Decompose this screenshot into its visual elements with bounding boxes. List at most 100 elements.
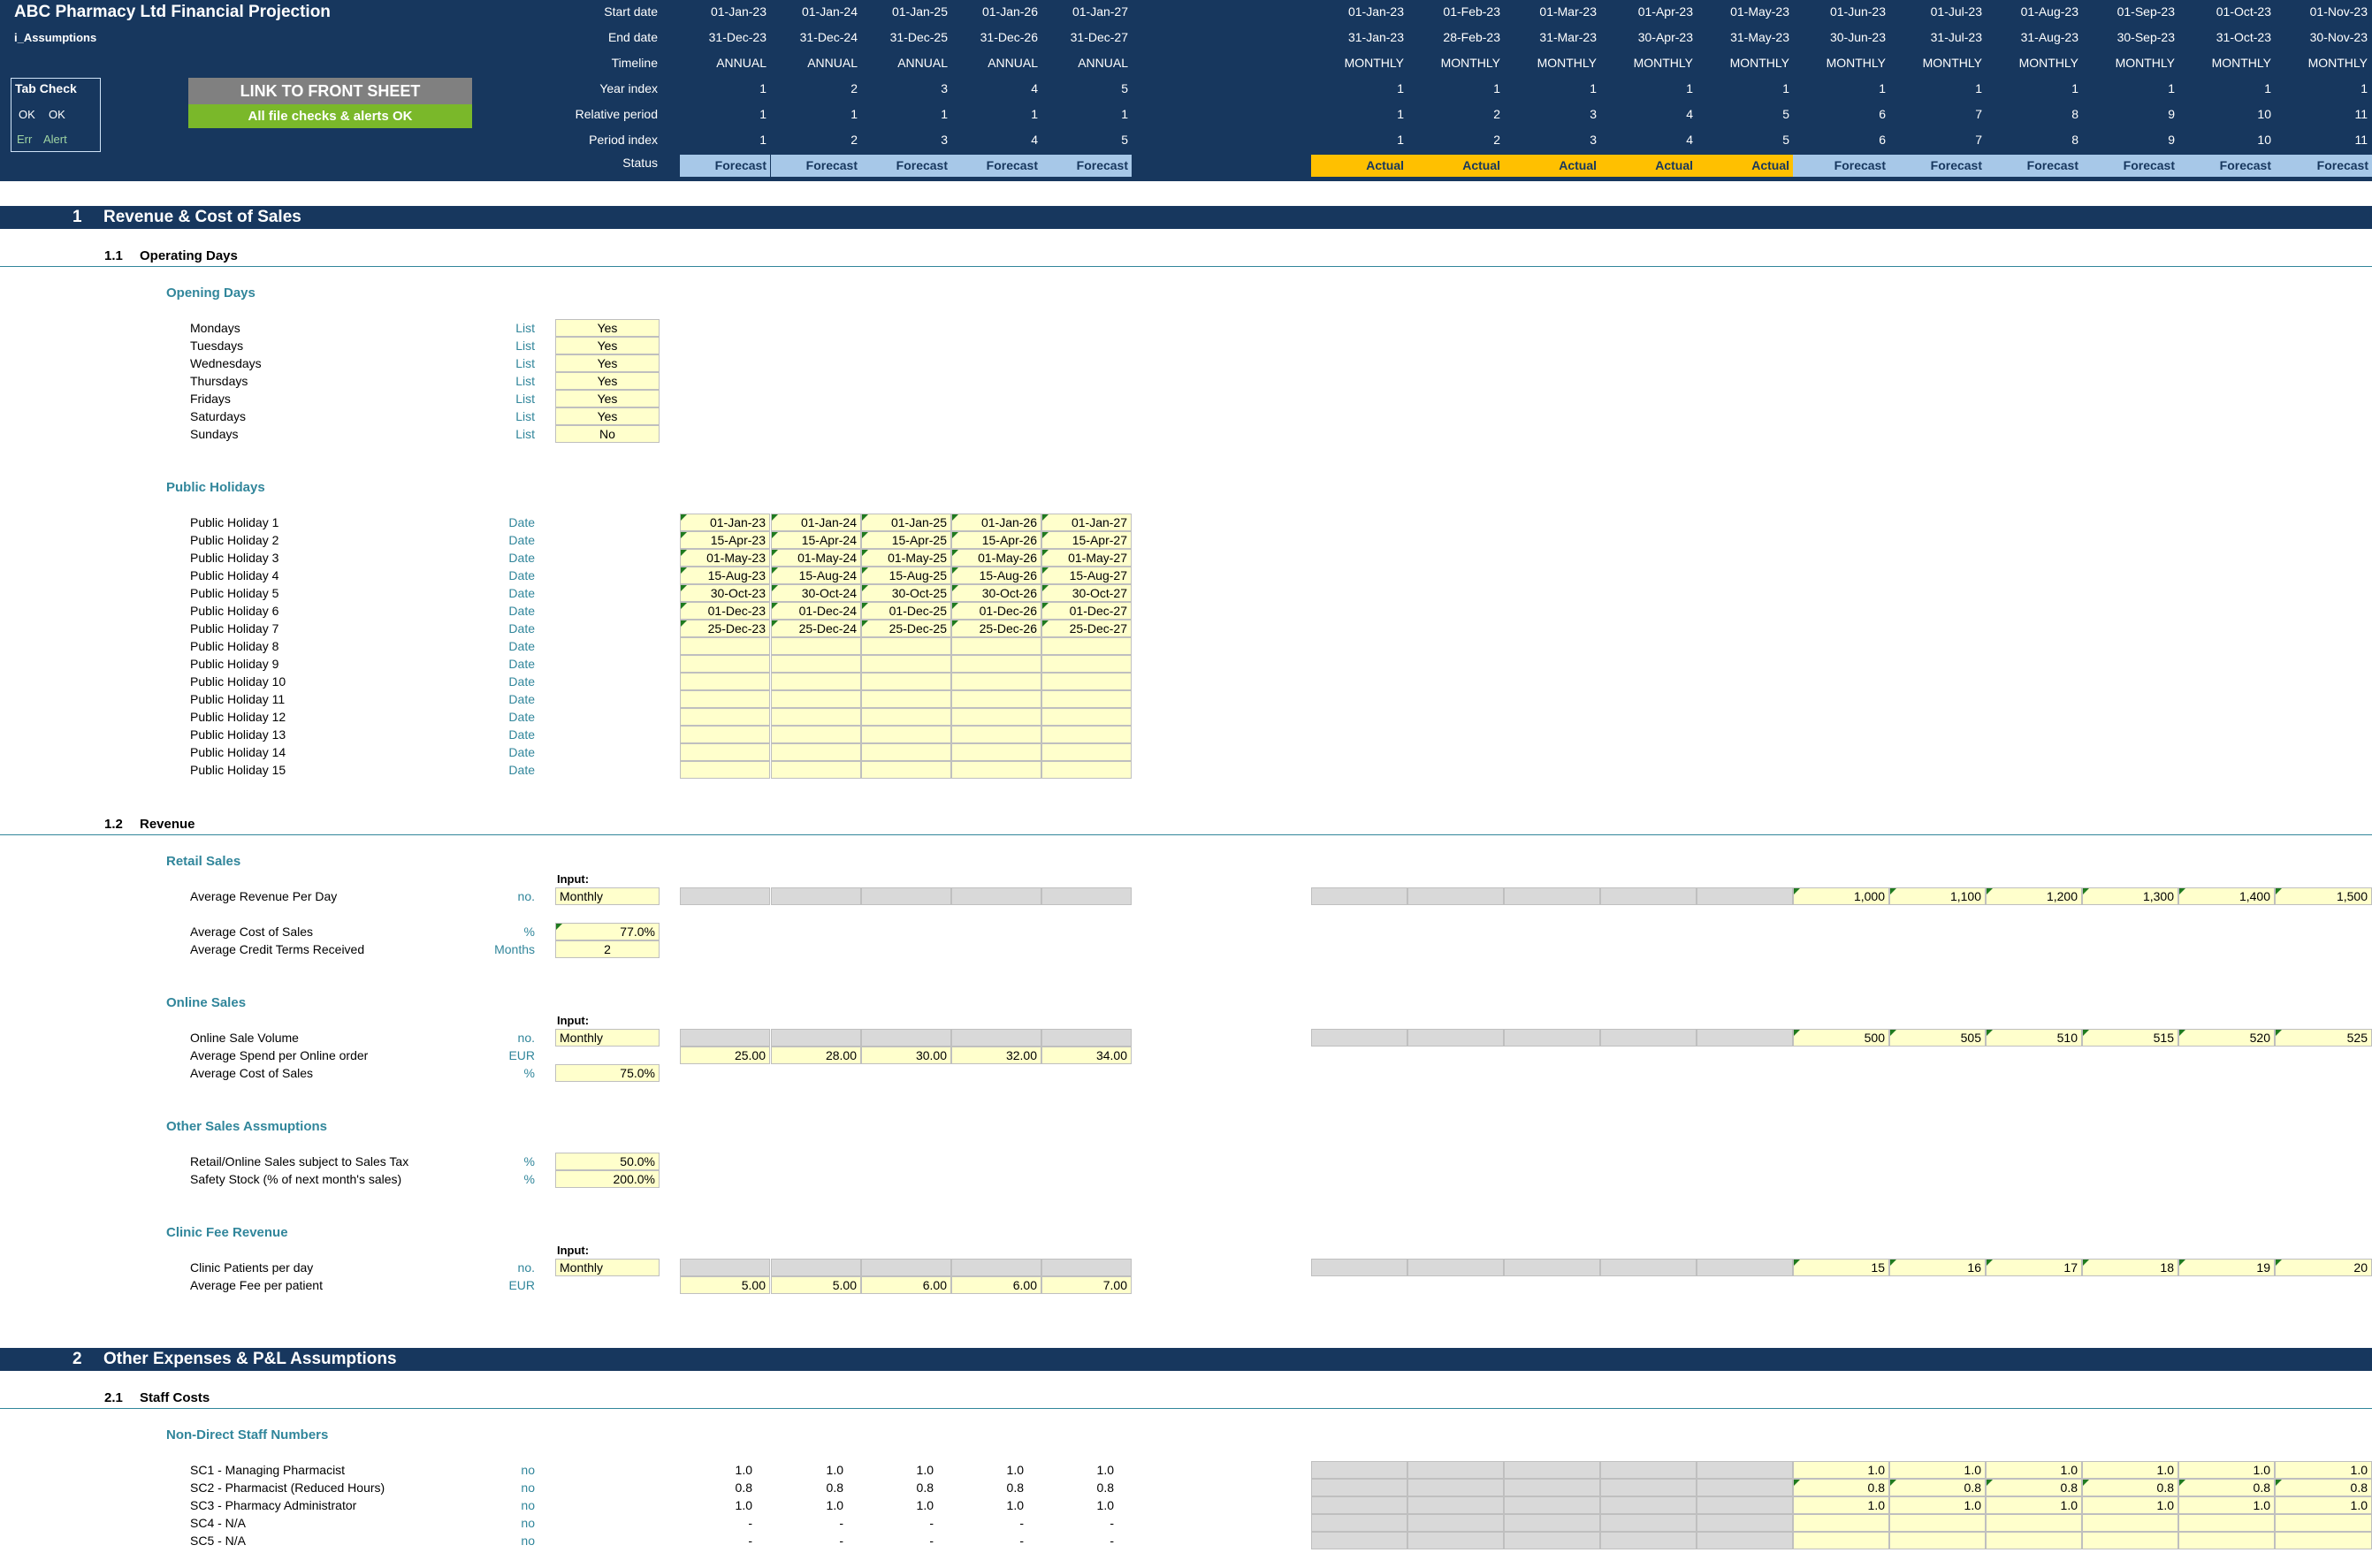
public-holiday-date-input[interactable]: [680, 708, 770, 726]
public-holiday-date-input[interactable]: 15-Apr-24: [771, 531, 861, 549]
online-volume-input-mode[interactable]: Monthly: [555, 1029, 660, 1047]
public-holiday-date-input[interactable]: 01-Jan-23: [680, 514, 770, 531]
public-holiday-date-input[interactable]: 15-Apr-26: [951, 531, 1041, 549]
online-spend-cell[interactable]: 30.00: [861, 1047, 951, 1064]
retail-revenue-cell[interactable]: 1,500: [2275, 887, 2372, 905]
safety-stock-input[interactable]: 200.0%: [555, 1170, 660, 1188]
public-holiday-date-input[interactable]: 15-Aug-27: [1041, 567, 1132, 584]
clinic-fee-cell[interactable]: 6.00: [861, 1276, 951, 1294]
staff-monthly-cell[interactable]: 1.0: [2178, 1496, 2275, 1514]
staff-monthly-cell[interactable]: [2275, 1514, 2372, 1532]
public-holiday-date-input[interactable]: 30-Oct-27: [1041, 584, 1132, 602]
public-holiday-date-input[interactable]: 01-May-23: [680, 549, 770, 567]
public-holiday-date-input[interactable]: [680, 690, 770, 708]
staff-monthly-cell[interactable]: [2082, 1532, 2178, 1549]
public-holiday-date-input[interactable]: 30-Oct-25: [861, 584, 951, 602]
public-holiday-date-input[interactable]: 01-Dec-27: [1041, 602, 1132, 620]
clinic-fee-cell[interactable]: 5.00: [771, 1276, 861, 1294]
public-holiday-date-input[interactable]: [771, 655, 861, 673]
online-spend-cell[interactable]: 34.00: [1041, 1047, 1132, 1064]
staff-monthly-cell[interactable]: [2178, 1532, 2275, 1549]
public-holiday-date-input[interactable]: 30-Oct-24: [771, 584, 861, 602]
public-holiday-date-input[interactable]: 15-Apr-25: [861, 531, 951, 549]
public-holiday-date-input[interactable]: 25-Dec-23: [680, 620, 770, 637]
public-holiday-date-input[interactable]: 25-Dec-24: [771, 620, 861, 637]
public-holiday-date-input[interactable]: [861, 726, 951, 743]
online-spend-cell[interactable]: 32.00: [951, 1047, 1041, 1064]
sales-tax-input[interactable]: 50.0%: [555, 1153, 660, 1170]
opening-day-select[interactable]: Yes: [555, 372, 660, 390]
staff-monthly-cell[interactable]: 1.0: [2275, 1461, 2372, 1479]
public-holiday-date-input[interactable]: [861, 673, 951, 690]
staff-monthly-cell[interactable]: 1.0: [1793, 1461, 1889, 1479]
staff-monthly-cell[interactable]: 1.0: [1986, 1496, 2082, 1514]
public-holiday-date-input[interactable]: 30-Oct-23: [680, 584, 770, 602]
public-holiday-date-input[interactable]: 25-Dec-26: [951, 620, 1041, 637]
staff-monthly-cell[interactable]: 1.0: [2178, 1461, 2275, 1479]
retail-cos-input[interactable]: 77.0%: [555, 923, 660, 940]
public-holiday-date-input[interactable]: [771, 761, 861, 779]
staff-monthly-cell[interactable]: 0.8: [2082, 1479, 2178, 1496]
retail-revenue-cell[interactable]: 1,200: [1986, 887, 2082, 905]
public-holiday-date-input[interactable]: [951, 655, 1041, 673]
online-spend-cell[interactable]: 28.00: [771, 1047, 861, 1064]
public-holiday-date-input[interactable]: [1041, 655, 1132, 673]
public-holiday-date-input[interactable]: [771, 743, 861, 761]
public-holiday-date-input[interactable]: [771, 673, 861, 690]
public-holiday-date-input[interactable]: 15-Aug-25: [861, 567, 951, 584]
retail-revenue-cell[interactable]: 1,400: [2178, 887, 2275, 905]
staff-monthly-cell[interactable]: 1.0: [2275, 1496, 2372, 1514]
public-holiday-date-input[interactable]: [1041, 673, 1132, 690]
public-holiday-date-input[interactable]: [680, 655, 770, 673]
public-holiday-date-input[interactable]: 01-May-27: [1041, 549, 1132, 567]
public-holiday-date-input[interactable]: 15-Aug-23: [680, 567, 770, 584]
clinic-patients-cell[interactable]: 16: [1889, 1259, 1986, 1276]
public-holiday-date-input[interactable]: 25-Dec-25: [861, 620, 951, 637]
staff-monthly-cell[interactable]: 0.8: [1986, 1479, 2082, 1496]
clinic-patients-cell[interactable]: 19: [2178, 1259, 2275, 1276]
public-holiday-date-input[interactable]: 01-May-26: [951, 549, 1041, 567]
public-holiday-date-input[interactable]: 01-Dec-26: [951, 602, 1041, 620]
public-holiday-date-input[interactable]: [771, 690, 861, 708]
public-holiday-date-input[interactable]: [680, 726, 770, 743]
opening-day-select[interactable]: Yes: [555, 354, 660, 372]
public-holiday-date-input[interactable]: [680, 637, 770, 655]
public-holiday-date-input[interactable]: 25-Dec-27: [1041, 620, 1132, 637]
staff-monthly-cell[interactable]: 1.0: [2082, 1461, 2178, 1479]
public-holiday-date-input[interactable]: [680, 761, 770, 779]
public-holiday-date-input[interactable]: [680, 673, 770, 690]
staff-monthly-cell[interactable]: [1793, 1532, 1889, 1549]
retail-revenue-cell[interactable]: 1,300: [2082, 887, 2178, 905]
public-holiday-date-input[interactable]: 01-Jan-24: [771, 514, 861, 531]
staff-monthly-cell[interactable]: [2275, 1532, 2372, 1549]
link-to-front-sheet-button[interactable]: LINK TO FRONT SHEET: [188, 78, 472, 104]
public-holiday-date-input[interactable]: [951, 743, 1041, 761]
public-holiday-date-input[interactable]: 15-Apr-27: [1041, 531, 1132, 549]
online-volume-cell[interactable]: 520: [2178, 1029, 2275, 1047]
public-holiday-date-input[interactable]: 30-Oct-26: [951, 584, 1041, 602]
public-holiday-date-input[interactable]: [861, 655, 951, 673]
staff-monthly-cell[interactable]: 0.8: [2178, 1479, 2275, 1496]
public-holiday-date-input[interactable]: 01-May-25: [861, 549, 951, 567]
public-holiday-date-input[interactable]: [951, 637, 1041, 655]
public-holiday-date-input[interactable]: 01-Jan-26: [951, 514, 1041, 531]
staff-monthly-cell[interactable]: 1.0: [1793, 1496, 1889, 1514]
public-holiday-date-input[interactable]: [861, 708, 951, 726]
clinic-fee-cell[interactable]: 6.00: [951, 1276, 1041, 1294]
public-holiday-date-input[interactable]: [680, 743, 770, 761]
clinic-fee-cell[interactable]: 5.00: [680, 1276, 770, 1294]
clinic-patients-cell[interactable]: 18: [2082, 1259, 2178, 1276]
retail-revenue-cell[interactable]: 1,100: [1889, 887, 1986, 905]
public-holiday-date-input[interactable]: [771, 726, 861, 743]
public-holiday-date-input[interactable]: 01-May-24: [771, 549, 861, 567]
opening-day-select[interactable]: Yes: [555, 407, 660, 425]
credit-terms-input[interactable]: 2: [555, 940, 660, 958]
public-holiday-date-input[interactable]: [771, 708, 861, 726]
staff-monthly-cell[interactable]: [1889, 1532, 1986, 1549]
staff-monthly-cell[interactable]: 0.8: [1793, 1479, 1889, 1496]
staff-monthly-cell[interactable]: 0.8: [2275, 1479, 2372, 1496]
public-holiday-date-input[interactable]: [771, 637, 861, 655]
staff-monthly-cell[interactable]: [1986, 1532, 2082, 1549]
public-holiday-date-input[interactable]: [1041, 690, 1132, 708]
public-holiday-date-input[interactable]: [1041, 637, 1132, 655]
